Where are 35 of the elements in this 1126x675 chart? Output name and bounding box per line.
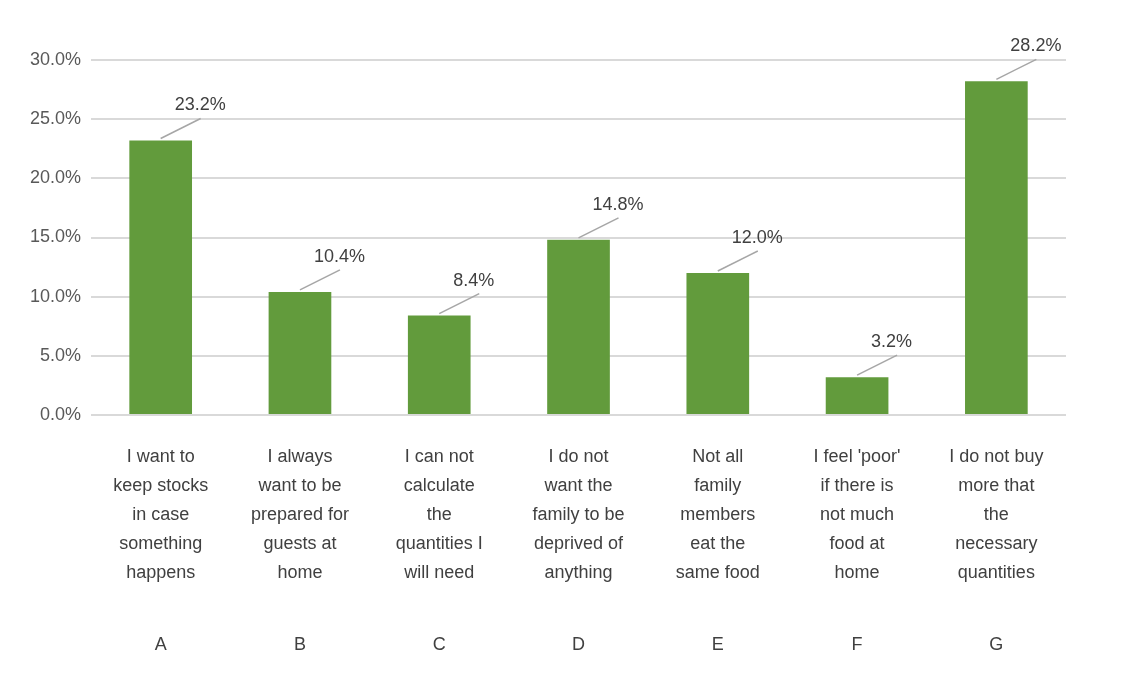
y-tick-label: 0.0% [40, 403, 82, 424]
data-label: 12.0% [731, 226, 783, 247]
x-tick-label: I do not buy more that the necessary quantities [949, 446, 1044, 582]
bar [686, 273, 750, 414]
x-tick-label: Not all family members eat the same food [675, 446, 760, 582]
text: E [711, 633, 724, 654]
bar [965, 81, 1028, 414]
x-tick-label: I can not calculate the quantities I will need [395, 446, 483, 582]
text: G [989, 633, 1004, 654]
y-tick-label: 25.0% [29, 108, 82, 129]
data-label: 10.4% [313, 245, 366, 266]
x-tick-label: I want to keep stocks in case something happens [113, 446, 209, 582]
y-tick-label: 15.0% [29, 226, 82, 247]
text: C [432, 633, 446, 654]
y-tick-label: 5.0% [40, 344, 82, 365]
text: D [572, 633, 586, 654]
y-tick-label: 20.0% [29, 167, 82, 188]
text: B [293, 633, 306, 654]
y-tick-label: 10.0% [29, 285, 82, 306]
data-label: 14.8% [592, 193, 644, 214]
text: F [851, 633, 863, 654]
data-label: 28.2% [1010, 35, 1062, 56]
text: A [154, 633, 167, 654]
data-label: 3.2% [871, 331, 913, 352]
data-label: 8.4% [453, 269, 495, 290]
bar [268, 291, 332, 414]
x-tick-label: I always want to be prepared for guests at home [250, 446, 349, 582]
x-tick-label: I feel 'poor' if there is not much food at home [813, 446, 901, 582]
data-label: 23.2% [174, 94, 226, 115]
bar [547, 239, 610, 414]
bar [129, 140, 193, 414]
y-tick-label: 30.0% [29, 48, 82, 69]
x-tick-label: I do not want the family to be deprived of anything [532, 446, 625, 582]
bar [407, 315, 471, 414]
bar [825, 377, 889, 414]
